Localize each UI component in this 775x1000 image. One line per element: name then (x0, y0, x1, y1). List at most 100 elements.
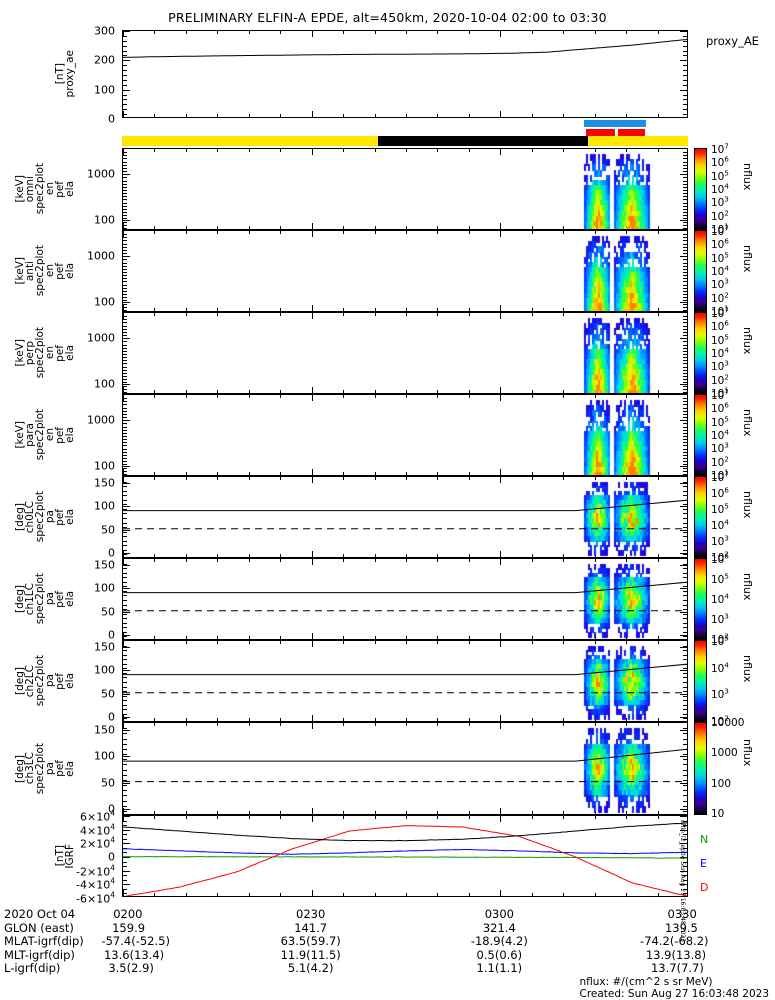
x-minor-tick (594, 893, 596, 896)
x-minor-tick (185, 893, 187, 896)
y-axis-title-igrf: IGRF [nT] (54, 816, 76, 896)
x-minor-tick (248, 816, 250, 819)
loss-cone-overlay-pa_ch1lc (123, 581, 687, 612)
line-series-igrf (123, 822, 687, 896)
x-minor-tick (343, 114, 345, 117)
x-minor-tick (343, 893, 345, 896)
colorbar-tick-label: 100 (711, 777, 732, 790)
y-axis-title-en_perp: ela pef en spec2plot perp [keV] (14, 313, 76, 393)
event-marker-bar (583, 120, 646, 127)
series-line-E (123, 848, 687, 855)
y-axis-title-word: [keV] (14, 421, 26, 449)
y-axis-title-word: pef (54, 590, 66, 608)
colorbar-tick-label: 106 (711, 401, 729, 416)
y-axis-title-word: perp (24, 340, 36, 366)
panel-pa_ch1lc: ela pef pa spec2plot ch1LC [deg] 150 100 50 0 (14, 558, 688, 642)
series-line-D (123, 825, 687, 896)
x-minor-tick (626, 816, 628, 819)
x-major-tick (500, 816, 502, 822)
colorbar-en_anti (694, 230, 707, 312)
ephemeris-row-label: L-igrf(dip) (4, 961, 61, 976)
y-major-tick (123, 31, 130, 32)
y-tick-label: -6×104 (76, 890, 115, 906)
ephemeris-row-0: GLON (east) 159.9 141.7 321.4 139.5 (4, 920, 772, 936)
ephemeris-row-time: 2020 Oct 04 0200 0230 0300 0330 (4, 907, 772, 922)
y-minor-tick (683, 843, 687, 845)
colorbar-tick-label: 104 (711, 264, 729, 278)
y-minor-tick (683, 829, 687, 831)
y-axis-title-word: [nT] (54, 63, 66, 85)
y-axis-title-word: en (44, 346, 56, 360)
colorbar-tick-label: 107 (711, 224, 729, 238)
y-minor-tick (123, 70, 127, 72)
colorbar-tick-label: 107 (711, 142, 729, 156)
y-axis-title-word: spec2plot (34, 163, 46, 215)
colorbar-title-en_omni: nflux (741, 162, 754, 191)
y-tick-label: 100 (94, 83, 115, 97)
y-tick-label: 100 (94, 377, 115, 391)
colorbar-tick-label: 101 (711, 468, 729, 482)
series-line-N (123, 855, 687, 859)
y-axis-title-word: pa (44, 592, 56, 606)
colorbar-tick-label: 103 (711, 195, 729, 210)
ephemeris-value: 141.7 (294, 920, 328, 935)
colorbar-pa_ch0lc (694, 476, 707, 558)
x-tick-label: 0330 (667, 907, 697, 921)
colorbar-tick-label: 103 (711, 277, 729, 292)
ephemeris-value: 13.9(13.8) (645, 947, 707, 962)
x-minor-tick (374, 114, 376, 117)
spectrogram-image-pa_ch2lc (123, 641, 687, 721)
y-axis-title-pa_ch2lc: ela pef pa spec2plot ch2LC [deg] (14, 641, 76, 721)
x-minor-tick (280, 893, 282, 896)
event-marker-bar (585, 129, 615, 136)
y-axis-title-word: en (44, 428, 56, 442)
x-minor-tick (343, 31, 345, 34)
y-axis-title-word: pef (54, 262, 66, 280)
footer-notes: nflux: #/(cm^2 s sr MeV) Created: Sun Au… (580, 976, 770, 1000)
y-minor-tick (683, 55, 687, 57)
y-axis-title-word: para (24, 423, 36, 447)
y-minor-tick (683, 857, 687, 858)
y-minor-tick (683, 870, 687, 872)
y-axis-title-word: ela (64, 673, 76, 689)
colorbar-tick-label: 105 (711, 250, 729, 265)
y-minor-tick (683, 104, 687, 106)
x-minor-tick (437, 893, 439, 896)
ephemeris-value: 1.1(1.1) (476, 961, 523, 976)
y-axis-title-word: spec2plot (34, 573, 46, 625)
x-minor-tick (468, 31, 470, 34)
x-major-tick (123, 816, 124, 822)
y-tick-label: 0 (108, 802, 115, 816)
y-tick-label: 50 (101, 776, 115, 790)
x-minor-tick (154, 31, 156, 34)
y-minor-tick (123, 893, 127, 895)
x-minor-tick (374, 816, 376, 819)
panel-pa_ch0lc: ela pef pa spec2plot ch0LC [deg] 150 100 50 0 (14, 476, 688, 560)
x-minor-tick (563, 114, 565, 117)
y-minor-tick (683, 60, 687, 62)
y-axis-title-word: pef (54, 508, 66, 526)
y-tick-label: 4×104 (80, 822, 115, 837)
x-minor-tick (406, 816, 407, 819)
y-tick-label: 100 (94, 663, 115, 677)
y-axis-title-word: ela (64, 345, 76, 361)
date-label: 2020 Oct 04 (4, 907, 76, 921)
y-axis-title-word: spec2plot (34, 655, 46, 707)
y-minor-tick (683, 50, 687, 52)
plot-area-pa_ch1lc (123, 559, 687, 639)
loss-cone-overlay-pa_ch3lc (123, 748, 687, 783)
x-minor-tick (280, 114, 282, 117)
y-tick-label: -2×104 (76, 863, 115, 878)
y-tick-label: 100 (94, 459, 115, 473)
y-minor-tick (683, 109, 687, 111)
colorbar-tick-label: 1000 (711, 747, 738, 760)
y-minor-tick (683, 820, 687, 822)
colorbar-tick-label: 104 (711, 346, 729, 360)
y-minor-tick (683, 861, 687, 863)
x-minor-tick (280, 31, 282, 34)
x-minor-tick (154, 893, 156, 896)
colorbar-tick-label: 102 (711, 372, 729, 387)
y-minor-tick (123, 40, 127, 42)
y-minor-tick (123, 99, 127, 101)
y-axis-title-word: ela (64, 760, 76, 777)
